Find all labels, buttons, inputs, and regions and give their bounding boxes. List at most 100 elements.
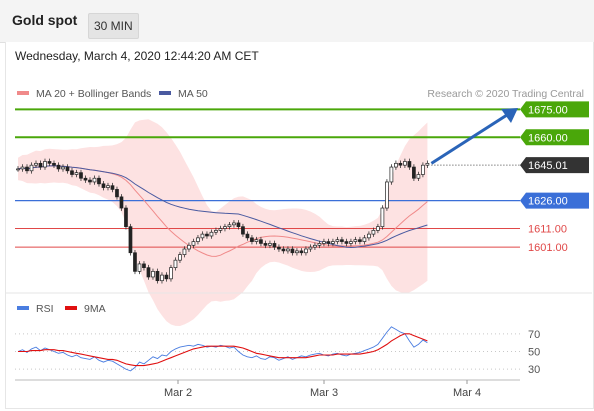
ma50-line bbox=[17, 165, 428, 249]
candle-body-50 bbox=[241, 226, 245, 235]
candle-body-56 bbox=[268, 243, 272, 246]
candle-body-39 bbox=[191, 241, 196, 246]
legend-swatch-rsi-1 bbox=[65, 306, 77, 310]
projection-arrow-head bbox=[501, 108, 518, 124]
candle-body-8 bbox=[52, 162, 56, 166]
candle-body-30 bbox=[151, 271, 155, 278]
candle-body-1 bbox=[20, 166, 25, 170]
candle-body-5 bbox=[38, 162, 43, 168]
candle-body-80 bbox=[376, 226, 380, 231]
level-label-3: 1626.00 bbox=[528, 196, 568, 208]
candle-body-79 bbox=[371, 230, 376, 235]
candle-body-54 bbox=[259, 239, 263, 244]
candle-body-17 bbox=[92, 177, 97, 183]
candle-body-68 bbox=[322, 241, 326, 244]
rsi-tick-label-0: 70 bbox=[528, 329, 540, 341]
candle-body-27 bbox=[137, 263, 142, 272]
candle-body-62 bbox=[295, 250, 299, 254]
candle-body-29 bbox=[146, 267, 151, 278]
candle-body-38 bbox=[187, 244, 191, 250]
candle-body-7 bbox=[47, 161, 52, 164]
x-tick-label-0: Mar 2 bbox=[164, 387, 192, 399]
candle-body-70 bbox=[331, 241, 335, 244]
candle-body-73 bbox=[344, 241, 349, 244]
candle-body-46 bbox=[223, 226, 227, 229]
candles bbox=[16, 158, 430, 284]
candle-body-13 bbox=[74, 172, 79, 175]
candle-body-59 bbox=[281, 248, 286, 252]
legend-swatch-main-1 bbox=[159, 91, 171, 95]
projection-arrow-shaft bbox=[430, 111, 511, 165]
candle-body-6 bbox=[43, 161, 47, 168]
candle-body-63 bbox=[299, 250, 304, 254]
candle-body-14 bbox=[79, 172, 83, 179]
candle-body-12 bbox=[70, 170, 74, 175]
candle-body-49 bbox=[236, 222, 241, 228]
rsi-tick-label-2: 30 bbox=[528, 364, 540, 376]
candle-body-82 bbox=[385, 181, 389, 209]
candle-body-77 bbox=[362, 237, 367, 242]
x-tick-label-1: Mar 3 bbox=[310, 387, 338, 399]
candle-body-21 bbox=[110, 185, 115, 190]
rsi-tick-label-1: 50 bbox=[528, 347, 540, 359]
candle-body-71 bbox=[335, 239, 340, 242]
candle-body-51 bbox=[245, 233, 250, 239]
chart-datetime: Wednesday, March 4, 2020 12:44:20 AM CET bbox=[15, 49, 259, 63]
level-label-0: 1675.00 bbox=[528, 104, 568, 116]
candle-body-83 bbox=[389, 166, 394, 183]
candle-body-28 bbox=[142, 263, 146, 268]
candle-body-66 bbox=[313, 244, 317, 248]
level-label-5: 1601.00 bbox=[528, 242, 568, 254]
legend-label-rsi-0: RSI bbox=[36, 303, 54, 315]
candle-body-23 bbox=[119, 196, 124, 209]
candle-body-15 bbox=[83, 177, 88, 181]
candle-body-60 bbox=[286, 248, 290, 252]
candle-body-88 bbox=[412, 166, 416, 179]
candle-body-3 bbox=[29, 164, 34, 172]
candle-body-89 bbox=[416, 174, 421, 179]
candle-body-11 bbox=[65, 166, 70, 172]
candle-body-75 bbox=[353, 239, 358, 242]
candle-body-72 bbox=[340, 239, 344, 242]
candle-body-43 bbox=[209, 231, 214, 237]
candle-body-74 bbox=[349, 241, 353, 244]
candle-body-69 bbox=[326, 241, 331, 244]
candle-body-41 bbox=[200, 233, 205, 239]
level-tag-3 bbox=[520, 192, 589, 209]
candle-body-58 bbox=[277, 246, 281, 250]
legend-swatch-main-0 bbox=[17, 91, 29, 95]
candle-body-47 bbox=[227, 224, 232, 228]
candle-body-64 bbox=[304, 248, 308, 254]
level-label-1: 1660.00 bbox=[528, 132, 568, 144]
x-tick-label-2: Mar 4 bbox=[453, 387, 481, 399]
candle-body-86 bbox=[403, 161, 407, 166]
candle-body-22 bbox=[115, 189, 119, 198]
candle-body-10 bbox=[61, 166, 65, 170]
legend-swatch-rsi-0 bbox=[17, 306, 29, 310]
timeframe-badge[interactable]: 30 MIN bbox=[88, 13, 139, 39]
candle-body-84 bbox=[394, 162, 398, 168]
candle-body-16 bbox=[88, 179, 92, 183]
candle-body-53 bbox=[254, 239, 259, 242]
candle-body-26 bbox=[133, 252, 137, 272]
candle-body-67 bbox=[317, 243, 322, 246]
candle-body-48 bbox=[232, 222, 236, 226]
level-tag-0 bbox=[520, 101, 589, 118]
candle-body-31 bbox=[155, 271, 160, 282]
legend-label-main-0: MA 20 + Bollinger Bands bbox=[36, 88, 151, 100]
candle-body-40 bbox=[196, 237, 200, 242]
credit-text: Research © 2020 Trading Central bbox=[427, 88, 584, 100]
level-label-2: 1645.01 bbox=[528, 160, 568, 172]
header-bar: Gold spot 30 MIN bbox=[0, 0, 594, 43]
candle-body-2 bbox=[25, 166, 29, 172]
legend-label-rsi-1: 9MA bbox=[84, 303, 106, 315]
candle-body-18 bbox=[97, 177, 101, 185]
candle-body-32 bbox=[160, 274, 164, 282]
candle-body-33 bbox=[164, 274, 169, 280]
candle-body-42 bbox=[205, 233, 209, 237]
candle-body-36 bbox=[178, 254, 182, 261]
candle-body-35 bbox=[173, 259, 178, 268]
instrument-title: Gold spot bbox=[12, 12, 78, 28]
candle-body-57 bbox=[272, 243, 277, 248]
